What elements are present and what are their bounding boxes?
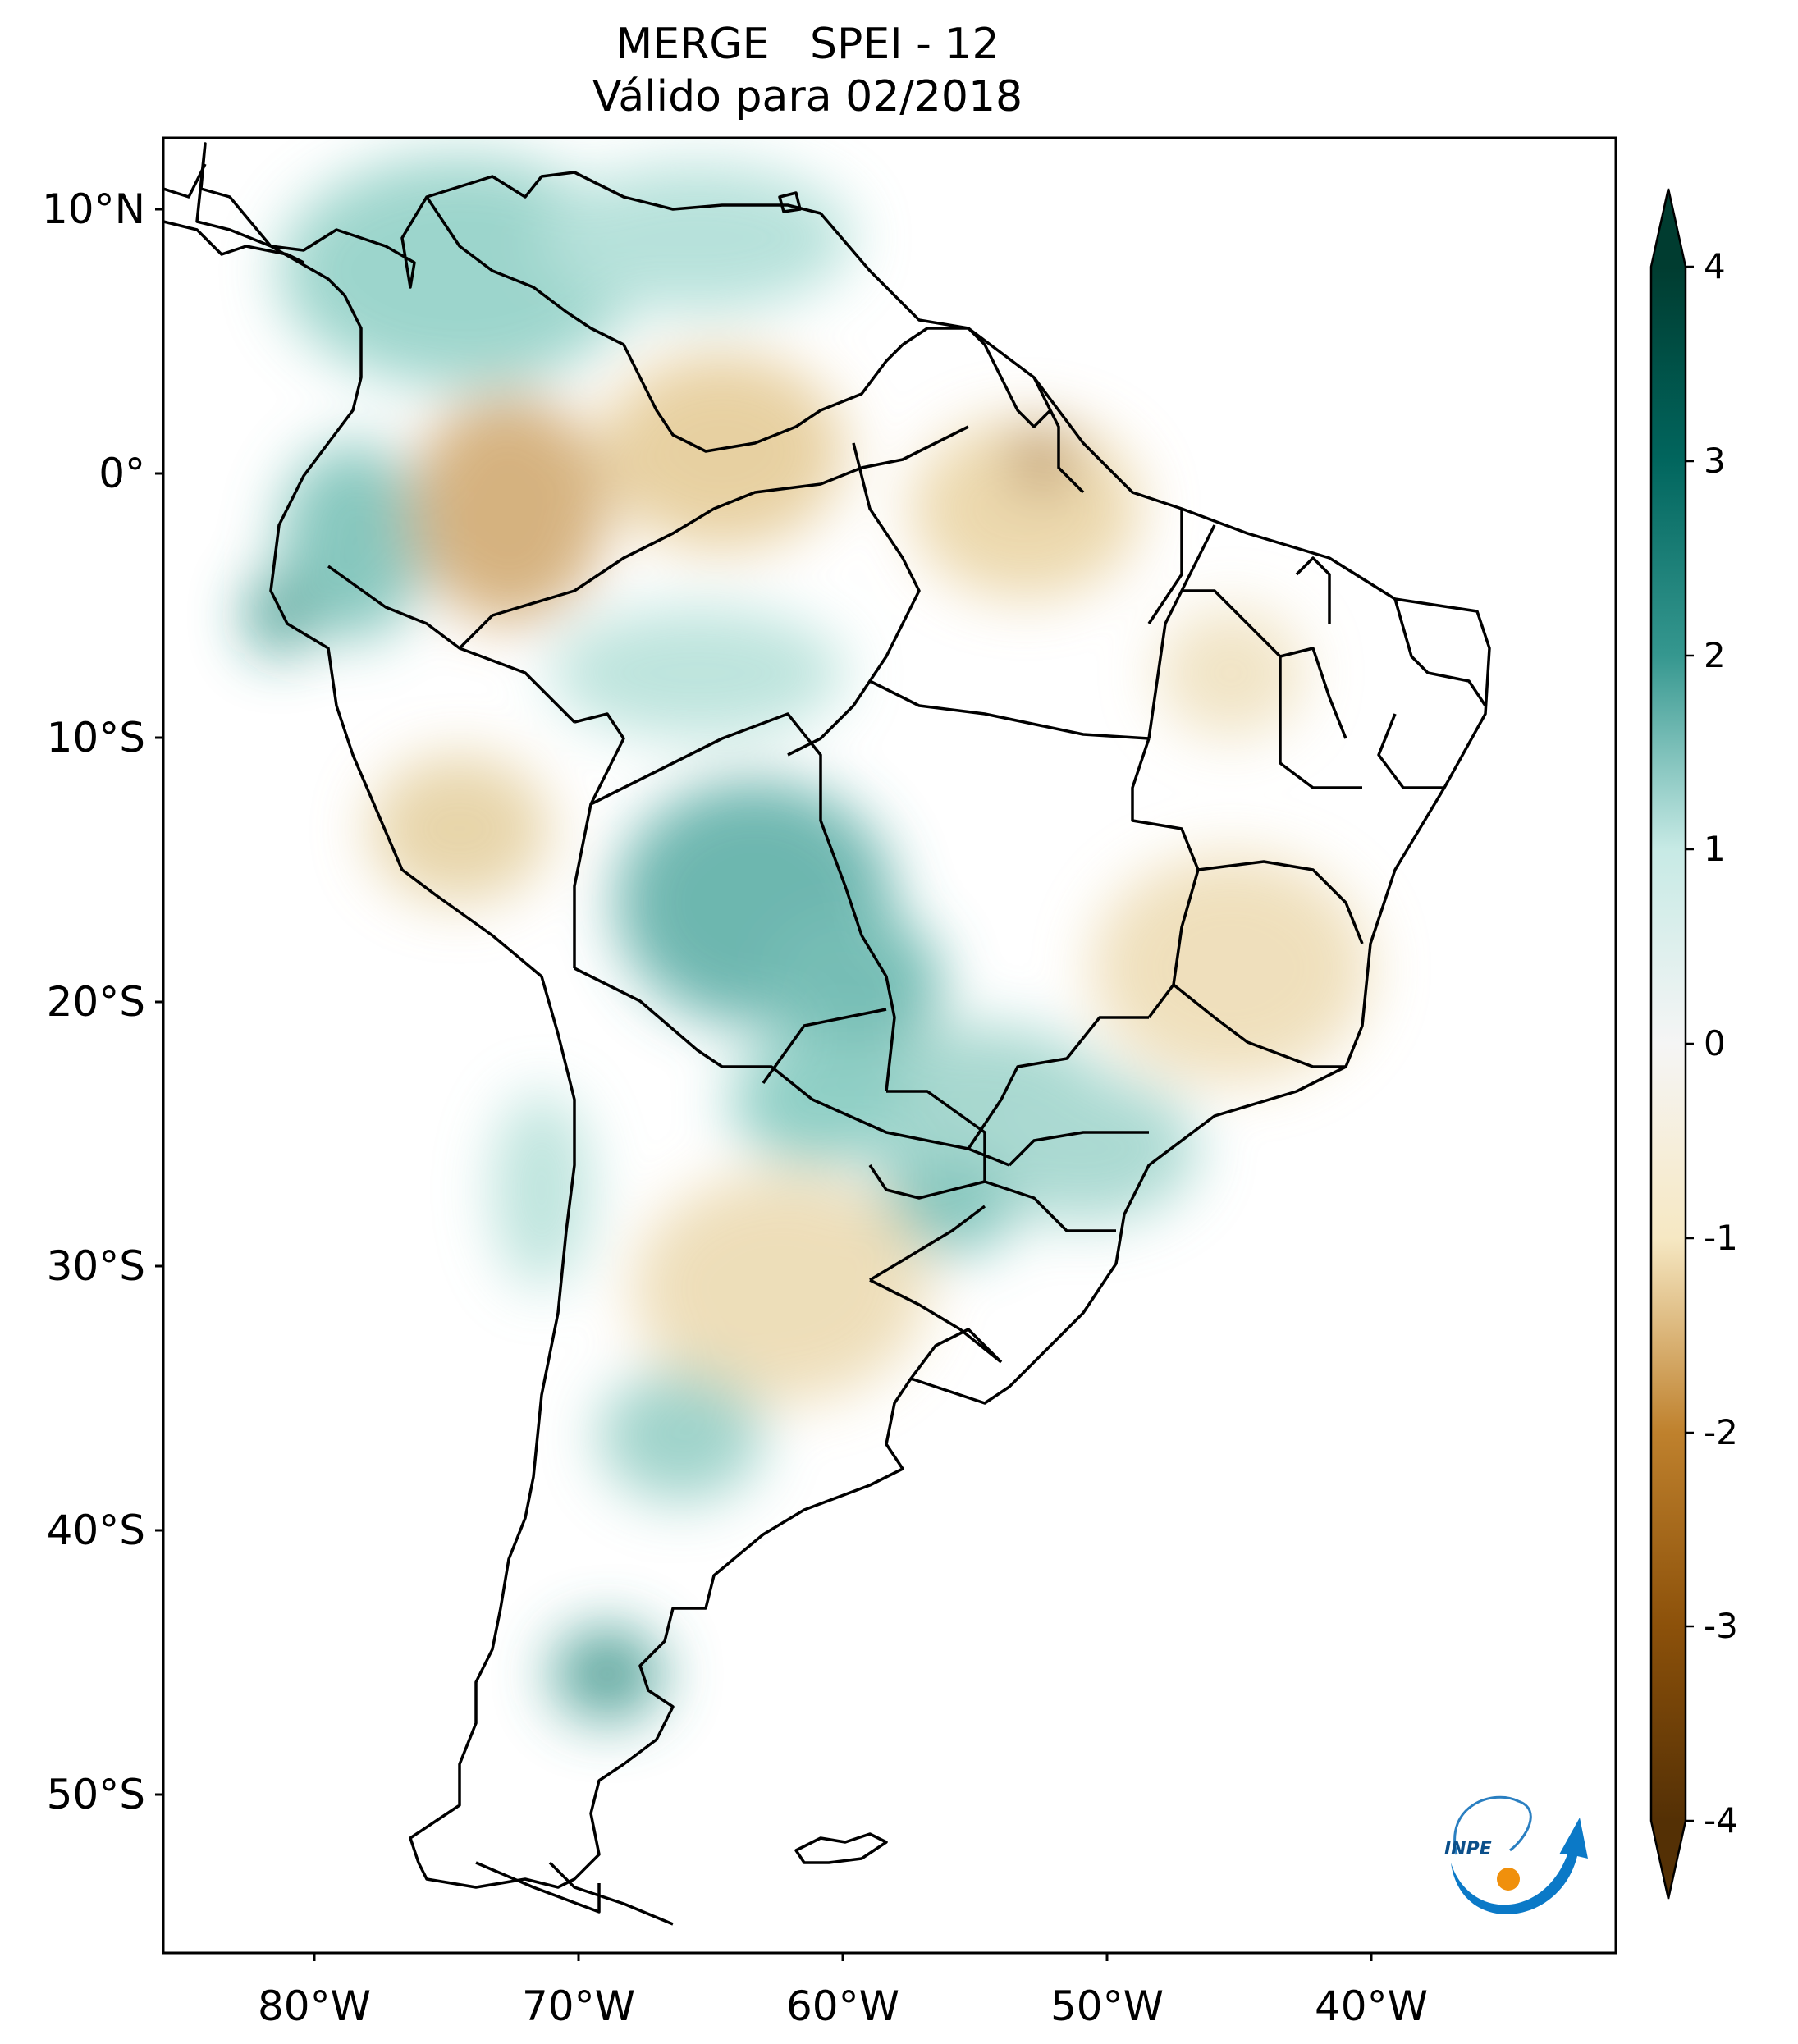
colorbar-tick-label: 2 bbox=[1704, 635, 1726, 675]
colorbar-tick-label: -3 bbox=[1704, 1606, 1738, 1646]
state-border bbox=[1393, 598, 1487, 706]
colorbar-tick-label: 3 bbox=[1704, 441, 1726, 481]
anomaly-patch bbox=[583, 1653, 632, 1694]
country-border bbox=[902, 327, 1052, 428]
central-america-coast bbox=[163, 163, 207, 199]
inpe-logo-text: INPE bbox=[1444, 1839, 1492, 1859]
colorbar-tick-label: -4 bbox=[1704, 1800, 1738, 1841]
country-border bbox=[574, 967, 1010, 1167]
state-border bbox=[1279, 656, 1362, 789]
colorbar-tick-label: 0 bbox=[1704, 1023, 1726, 1063]
colorbar-tick-label: 4 bbox=[1704, 246, 1726, 286]
country-border bbox=[787, 442, 921, 757]
anomaly-patch bbox=[730, 1034, 911, 1165]
chart-title: MERGE SPEI - 12 bbox=[615, 20, 1000, 69]
lat-label: 10°S bbox=[46, 714, 145, 761]
country-border bbox=[762, 1008, 887, 1085]
anomaly-patch bbox=[1091, 853, 1370, 1083]
lat-ticks bbox=[155, 208, 163, 1796]
lon-label: 40°W bbox=[1314, 1982, 1429, 2030]
country-border bbox=[458, 425, 969, 650]
inpe-logo-icon: INPE bbox=[1444, 1795, 1588, 1914]
lon-label: 60°W bbox=[785, 1982, 900, 2030]
anomaly-patch bbox=[369, 755, 550, 903]
country-border bbox=[869, 1205, 986, 1282]
anomaly-patch bbox=[1009, 427, 1075, 492]
falklands bbox=[794, 1832, 888, 1864]
lon-label: 50°W bbox=[1050, 1982, 1164, 2030]
anomaly-patch bbox=[763, 911, 944, 1059]
central-america-coast bbox=[163, 220, 304, 264]
country-border bbox=[869, 1278, 1003, 1364]
lat-label: 50°S bbox=[46, 1771, 145, 1818]
country-border bbox=[590, 712, 896, 1092]
colorbar-extend-bottom bbox=[1651, 1821, 1686, 1899]
state-border bbox=[1032, 377, 1085, 494]
state-border bbox=[869, 679, 1150, 740]
anomaly-patch bbox=[632, 1173, 927, 1403]
lon-ticks bbox=[313, 1953, 1373, 1961]
chart-subtitle: Válido para 02/2018 bbox=[592, 72, 1023, 121]
anomaly-patch bbox=[279, 443, 427, 640]
colorbar bbox=[1649, 188, 1694, 1900]
lat-label: 0° bbox=[98, 450, 145, 497]
state-border bbox=[1147, 524, 1216, 739]
state-border bbox=[1131, 738, 1200, 1019]
anomaly-patch bbox=[1157, 607, 1305, 738]
state-border bbox=[1295, 556, 1331, 624]
colorbar-extend-top bbox=[1651, 189, 1686, 267]
state-border bbox=[984, 1180, 1116, 1232]
anomaly-patch bbox=[492, 1091, 591, 1288]
lat-label: 10°N bbox=[41, 185, 145, 233]
anomaly-patch bbox=[911, 418, 1141, 599]
plot-border bbox=[162, 136, 1617, 1955]
country-border bbox=[573, 712, 625, 968]
anomaly-patch bbox=[279, 156, 640, 386]
lat-label: 40°S bbox=[46, 1507, 145, 1554]
country-border bbox=[475, 1861, 601, 1914]
colorbar-body bbox=[1651, 267, 1686, 1821]
colorbar-tick-label: -1 bbox=[1704, 1218, 1738, 1258]
anomaly-patch bbox=[599, 353, 845, 550]
lon-label: 70°W bbox=[521, 1982, 636, 2030]
anomaly-patch bbox=[599, 1370, 763, 1502]
lon-label: 80°W bbox=[257, 1982, 372, 2030]
colorbar-tick-label: -2 bbox=[1704, 1412, 1738, 1452]
caribbean-island bbox=[778, 191, 802, 213]
anomaly-patch bbox=[968, 1075, 1198, 1223]
state-border bbox=[1008, 1131, 1149, 1167]
lat-label: 20°S bbox=[46, 978, 145, 1026]
country-border bbox=[327, 565, 576, 724]
coastlines-borders bbox=[163, 142, 1491, 1926]
anomaly-patch bbox=[410, 394, 607, 624]
state-border bbox=[1377, 713, 1444, 789]
state-border bbox=[909, 1328, 1003, 1380]
anomaly-patch bbox=[550, 607, 845, 738]
state-border bbox=[1172, 983, 1346, 1068]
state-border bbox=[1197, 860, 1364, 944]
country-border bbox=[425, 196, 904, 453]
state-border bbox=[967, 1016, 1149, 1150]
state-border bbox=[1147, 509, 1183, 624]
lat-label: 30°S bbox=[46, 1242, 145, 1290]
spei-field bbox=[246, 156, 1370, 1723]
anomaly-patch bbox=[542, 164, 853, 312]
colorbar-tick-label: 1 bbox=[1704, 829, 1726, 869]
anomaly-patch bbox=[246, 574, 312, 656]
